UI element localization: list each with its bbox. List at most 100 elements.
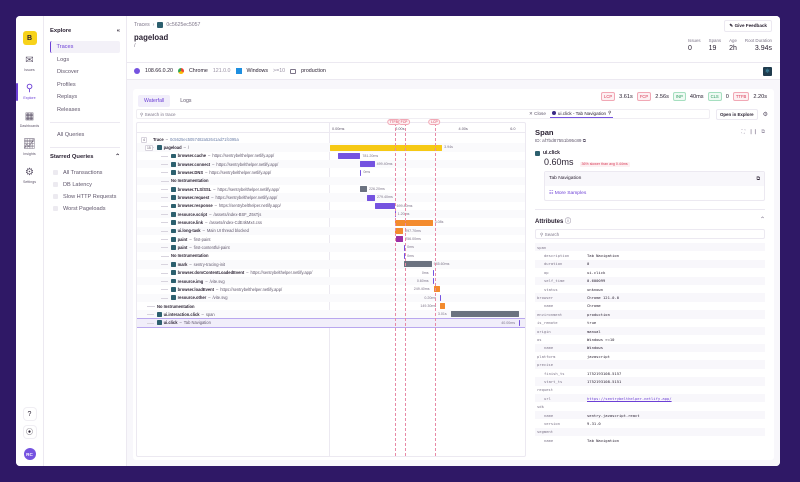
- nav-item-traces[interactable]: Traces: [50, 41, 120, 53]
- vital-badge-inp[interactable]: INP: [672, 92, 686, 101]
- avatar[interactable]: RC: [23, 448, 36, 460]
- vital-badge-fcp[interactable]: FCP: [636, 92, 652, 101]
- span-bar[interactable]: [367, 194, 376, 201]
- span-row[interactable]: No Instrumentation 0ms: [137, 252, 525, 260]
- detail-tab-label: ui.click - Tab Navigation: [557, 110, 607, 116]
- attribute-key: version: [544, 420, 561, 426]
- collapse-icon[interactable]: «: [116, 28, 120, 34]
- span-row[interactable]: ui.interaction.click – span 3.01s: [137, 310, 525, 319]
- more-samples-link[interactable]: ☷ More Samples: [545, 186, 764, 200]
- attributes-search-input[interactable]: ⚲ Search: [535, 229, 765, 239]
- span-bar[interactable]: [360, 169, 362, 176]
- tab-selected-span[interactable]: ui.click - Tab Navigation ⚲: [549, 109, 614, 118]
- vital-marker-fcp[interactable]: FCP: [398, 119, 410, 125]
- stat-root-duration: Root Duration 3.94s: [745, 38, 772, 52]
- span-row[interactable]: resource.other –/vite.svg 0.20ms: [137, 293, 525, 302]
- span-bar[interactable]: [330, 144, 443, 151]
- copy-icon[interactable]: ⧉: [756, 177, 761, 182]
- attributes-title: Attributes: [535, 219, 564, 225]
- span-row[interactable]: resource.link –/assets/index-CdE4kMx4.css…: [137, 218, 525, 226]
- pin-icon[interactable]: ⚲: [608, 110, 612, 115]
- copy-icon[interactable]: ⧉: [582, 138, 587, 143]
- nav-item-all-queries[interactable]: All Queries: [57, 131, 85, 138]
- span-bar[interactable]: [433, 286, 441, 293]
- span-row[interactable]: browser.loadEvent – https://sentrybelthelp…: [137, 285, 525, 293]
- span-bar[interactable]: [440, 303, 445, 310]
- span-row[interactable]: 15 pageload –/ 3.94s: [137, 143, 525, 152]
- span-row[interactable]: ui.long-task – Main UI thread blocked 297.7…: [137, 226, 525, 236]
- rail-item-explore[interactable]: ⚲ Explore: [16, 83, 44, 101]
- tab-logs[interactable]: Logs: [180, 97, 192, 104]
- rail-item-dashboards[interactable]: ▦ Dashboards: [16, 111, 44, 128]
- span-bar[interactable]: [404, 244, 406, 251]
- star-icon: [53, 206, 58, 211]
- trace-search-input[interactable]: ⚲ Search in trace: [136, 109, 710, 119]
- span-bar[interactable]: [450, 311, 520, 318]
- span-bar[interactable]: [404, 261, 432, 268]
- span-row[interactable]: browser.TLS/SSL – https://sentrybelthelper…: [137, 185, 525, 193]
- close-button[interactable]: ✕ Close: [529, 110, 546, 116]
- expand-icon[interactable]: ⛶: [741, 129, 746, 135]
- span-row[interactable]: browser.DNS – https://sentrybelthelper.net…: [137, 168, 525, 176]
- tab-waterfall[interactable]: Waterfall: [138, 94, 171, 107]
- vital-badge-lcp[interactable]: LCP: [600, 92, 616, 101]
- starred-item[interactable]: Worst Pageloads: [50, 203, 120, 215]
- span-bar[interactable]: [404, 253, 406, 259]
- span-row[interactable]: mark – sentry-tracing-init 945.60ms: [137, 260, 525, 269]
- open-in-explore-button[interactable]: Open in Explore: [715, 108, 758, 120]
- rail-item-insights[interactable]: 📈︎ Insights: [16, 139, 44, 156]
- span-row[interactable]: ui.click – Tab Navigation 40.00ms: [137, 317, 525, 328]
- span-row[interactable]: No Instrumentation: [137, 176, 525, 186]
- span-bar[interactable]: [395, 236, 404, 243]
- help-button[interactable]: ?: [24, 408, 36, 420]
- span-bar[interactable]: [394, 219, 433, 226]
- split-icon[interactable]: ❙❙: [749, 129, 758, 135]
- span-row[interactable]: browser.cache – https://sentrybelthelper.n…: [137, 152, 525, 160]
- column-divider[interactable]: [329, 123, 330, 456]
- vital-badge-cls[interactable]: CLS: [707, 92, 722, 101]
- span-row[interactable]: paint – first-paint 256.00ms: [137, 235, 525, 243]
- span-bar[interactable]: [374, 202, 395, 209]
- child-count[interactable]: 15: [145, 144, 153, 151]
- starred-header[interactable]: Starred Queries ⌃: [50, 154, 120, 160]
- attributes-header[interactable]: Attributes ⓘ ⌃: [535, 216, 765, 225]
- span-bar[interactable]: [337, 152, 361, 159]
- span-bar[interactable]: [432, 269, 434, 276]
- span-row[interactable]: No Instrumentation 149.30ms: [137, 302, 525, 310]
- nav-item-replays[interactable]: Replays: [57, 94, 78, 100]
- nav-item-profiles[interactable]: Profiles: [57, 81, 76, 88]
- starred-item[interactable]: All Transactions: [50, 167, 120, 179]
- span-row[interactable]: paint – first-contentful-paint 0ms: [137, 243, 525, 252]
- span-row[interactable]: browser.connect – https://sentrybelthelper…: [137, 160, 525, 169]
- give-feedback-button[interactable]: ✎ Give Feedback: [724, 20, 772, 32]
- org-logo[interactable]: B: [22, 31, 37, 45]
- vital-badge-ttfb[interactable]: TTFB: [732, 92, 750, 101]
- span-bar[interactable]: [432, 278, 434, 285]
- starred-item[interactable]: Slow HTTP Requests: [50, 191, 120, 203]
- nav-item-discover[interactable]: Discover: [57, 69, 79, 75]
- rail-item-settings[interactable]: ⚙ Settings: [16, 167, 44, 184]
- nav-item-logs[interactable]: Logs: [57, 56, 70, 63]
- broadcast-button[interactable]: ⦿: [24, 426, 36, 438]
- settings-icon[interactable]: ⚙: [762, 111, 768, 118]
- span-bar[interactable]: [519, 319, 521, 326]
- span-row[interactable]: resource.img –/vite.svg 0.60ms: [137, 276, 525, 286]
- span-row[interactable]: browser.request – https://sentrybelthelper…: [137, 193, 525, 202]
- copy-icon[interactable]: ⧉: [761, 129, 765, 135]
- row-label: resource.link –/assets/index-CdE4kMx4.css: [171, 220, 262, 225]
- span-row[interactable]: browser.domContentLoadedEvent – https://se…: [137, 269, 525, 277]
- span-bar[interactable]: [440, 294, 442, 301]
- span-row[interactable]: resource.script –/assets/index-BSF_Z6sTjs…: [137, 210, 525, 219]
- rail-item-issues[interactable]: ✉ Issues: [16, 55, 44, 72]
- attribute-value[interactable]: https://sentrybelthelper.netlify.app/: [587, 395, 672, 401]
- starred-item[interactable]: DB Latency: [50, 179, 120, 191]
- span-bar[interactable]: [360, 186, 368, 193]
- nav-item-releases[interactable]: Releases: [57, 106, 81, 113]
- span-row[interactable]: browser.response – https://sentrybelthelpe…: [137, 202, 525, 210]
- child-count[interactable]: 4: [141, 136, 147, 143]
- span-bar[interactable]: [394, 227, 404, 234]
- vital-marker-lcp[interactable]: LCP: [428, 119, 441, 125]
- trace-root-row[interactable]: 4 Trace –0c5625ec5057482a52641ad71fc095a: [137, 135, 525, 143]
- span-bar[interactable]: [360, 161, 375, 168]
- breadcrumb-traces[interactable]: Traces: [134, 22, 150, 28]
